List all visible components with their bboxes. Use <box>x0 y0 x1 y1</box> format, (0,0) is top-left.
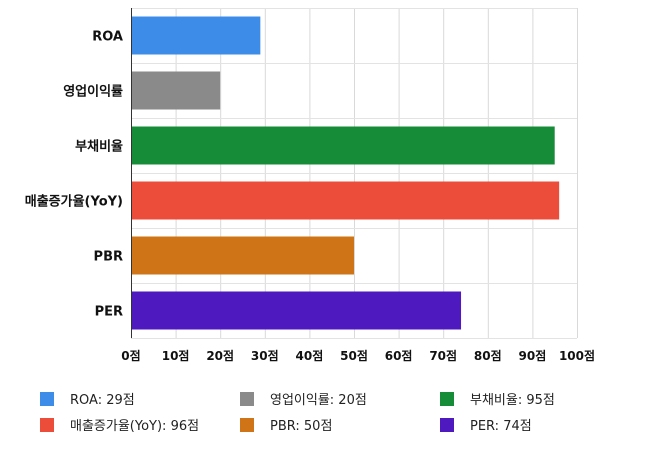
x-tick-label: 100점 <box>559 348 595 363</box>
chart-legend: ROA: 29점 영업이익률: 20점 부채비율: 95점 매출증가율(YoY)… <box>40 390 630 434</box>
legend-item: PER: 74점 <box>440 416 630 434</box>
legend-item: ROA: 29점 <box>40 390 240 408</box>
legend-swatch <box>440 391 454 406</box>
legend-swatch <box>40 417 54 432</box>
bar <box>132 181 560 220</box>
x-tick-label: 0점 <box>121 348 140 363</box>
category-label: PBR <box>94 250 123 265</box>
legend-swatch <box>40 391 54 406</box>
legend-label: 부채비율: 95점 <box>470 393 555 408</box>
category-label: 매출증가율(YoY) <box>25 194 123 210</box>
legend-label: 매출증가율(YoY): 96점 <box>70 419 200 434</box>
category-label: PER <box>95 305 123 320</box>
x-tick-label: 90점 <box>519 348 547 363</box>
legend-label: 영업이익률: 20점 <box>270 393 367 408</box>
x-tick-label: 10점 <box>162 348 190 363</box>
legend-swatch <box>440 417 454 432</box>
bar <box>132 16 261 55</box>
x-tick-label: 50점 <box>340 348 368 363</box>
legend-item: PBR: 50점 <box>240 416 440 434</box>
x-tick-label: 70점 <box>429 348 457 363</box>
legend-item: 영업이익률: 20점 <box>240 390 440 408</box>
x-tick-label: 80점 <box>474 348 502 363</box>
legend-item: 부채비율: 95점 <box>440 390 630 408</box>
x-tick-label: 40점 <box>296 348 324 363</box>
legend-label: ROA: 29점 <box>70 393 135 408</box>
bar <box>132 71 221 110</box>
category-label: ROA <box>92 30 123 45</box>
legend-swatch <box>240 391 254 406</box>
category-label: 부채비율 <box>75 139 123 155</box>
bar <box>132 291 462 330</box>
category-label: 영업이익률 <box>63 84 123 100</box>
legend-item: 매출증가율(YoY): 96점 <box>40 416 240 434</box>
legend-label: PBR: 50점 <box>270 419 333 434</box>
bar <box>132 236 354 275</box>
legend-label: PER: 74점 <box>470 419 532 434</box>
legend-swatch <box>240 417 254 432</box>
x-tick-label: 60점 <box>385 348 413 363</box>
x-tick-label: 30점 <box>251 348 279 363</box>
bar <box>132 126 555 165</box>
x-tick-label: 20점 <box>206 348 234 363</box>
